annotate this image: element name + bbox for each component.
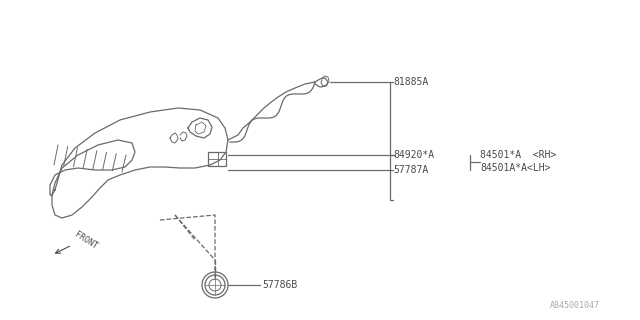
- Text: 57786B: 57786B: [262, 280, 297, 290]
- Text: 81885A: 81885A: [393, 77, 428, 87]
- Text: 84920*A: 84920*A: [393, 150, 434, 160]
- Text: 84501*A  <RH>: 84501*A <RH>: [480, 150, 556, 160]
- Text: 84501A*A<LH>: 84501A*A<LH>: [480, 163, 550, 173]
- Text: 57787A: 57787A: [393, 165, 428, 175]
- Text: FRONT: FRONT: [73, 230, 99, 252]
- Text: A845001047: A845001047: [550, 301, 600, 310]
